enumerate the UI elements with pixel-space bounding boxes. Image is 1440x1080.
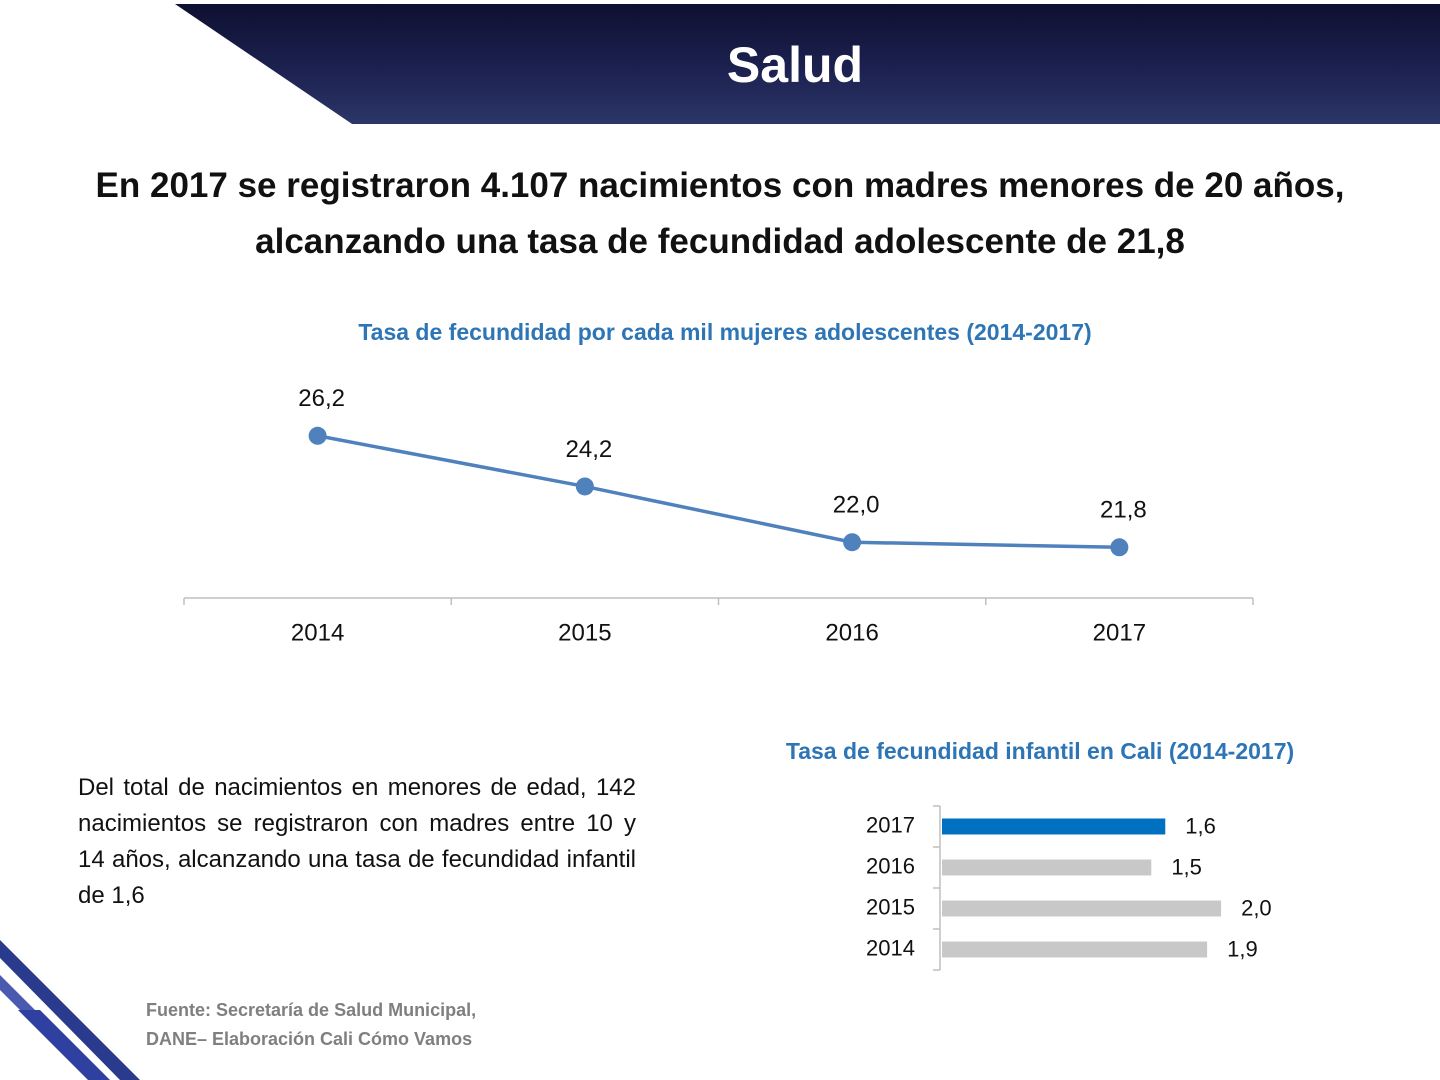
chart-title: Tasa de fecundidad por cada mil mujeres … bbox=[358, 319, 1091, 345]
bar bbox=[942, 818, 1166, 835]
data-label: 1,9 bbox=[1227, 936, 1258, 961]
data-label: 24,2 bbox=[566, 436, 613, 463]
y-tick-label: 2017 bbox=[866, 812, 915, 837]
headline: En 2017 se registraron 4.107 nacimientos… bbox=[95, 166, 1345, 261]
y-tick-label: 2015 bbox=[866, 894, 915, 919]
data-label: 21,8 bbox=[1100, 497, 1147, 524]
header-title: Salud bbox=[726, 37, 864, 93]
data-label: 26,2 bbox=[298, 385, 345, 412]
point bbox=[308, 426, 327, 445]
point bbox=[1110, 538, 1129, 557]
bar bbox=[942, 859, 1152, 876]
x-tick-label: 2017 bbox=[1093, 619, 1146, 646]
source: DANE– Elaboración Cali Cómo Vamos bbox=[146, 1029, 473, 1049]
line bbox=[317, 434, 1120, 550]
data-label: 1,5 bbox=[1171, 854, 1202, 879]
x-tick-label: 2014 bbox=[291, 619, 344, 646]
x-tick-label: 2016 bbox=[825, 619, 878, 646]
header-banner bbox=[175, 4, 1440, 124]
decoration bbox=[0, 940, 140, 1080]
data-label: 22,0 bbox=[833, 492, 880, 519]
x-tick-label: 2015 bbox=[558, 619, 611, 646]
point bbox=[843, 533, 862, 552]
paragraph: Del total de nacimientos en menores de e… bbox=[78, 774, 636, 909]
bar bbox=[942, 941, 1208, 958]
data-label: 2,0 bbox=[1241, 895, 1272, 920]
chart-title: Tasa de fecundidad infantil en Cali (201… bbox=[786, 738, 1294, 764]
point bbox=[575, 477, 594, 496]
source: Fuente: Secretaría de Salud Municipal, bbox=[146, 1000, 477, 1020]
bar bbox=[942, 900, 1222, 917]
y-tick-label: 2016 bbox=[866, 853, 915, 878]
data-label: 1,6 bbox=[1185, 813, 1216, 838]
y-tick-label: 2014 bbox=[866, 935, 915, 960]
